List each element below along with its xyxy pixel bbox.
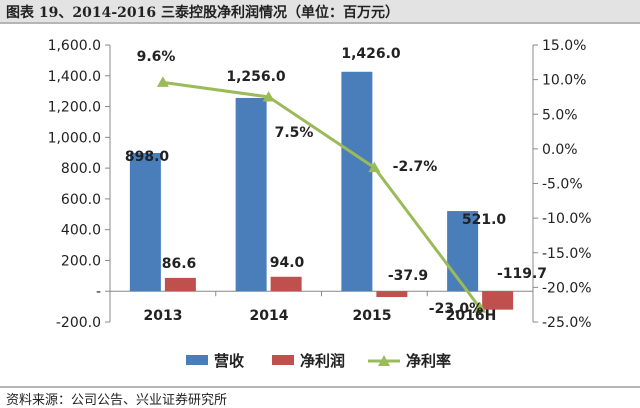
net-margin-marker [156, 76, 169, 87]
category-label: 2015 [353, 308, 392, 324]
net-margin-marker [262, 90, 275, 102]
chart-title: 图表 19、2014-2016 三泰控股净利润情况（单位：百万元） [6, 5, 399, 21]
left-tick-label: 600.0 [61, 192, 101, 208]
left-tick-label: 1,400.0 [48, 69, 101, 85]
category-label: 2016H [446, 308, 497, 324]
net-margin-data-label: 7.5% [275, 125, 314, 141]
title-bar: 图表 19、2014-2016 三泰控股净利润情况（单位：百万元） [0, 0, 640, 24]
revenue-data-label: 521.0 [462, 212, 507, 228]
right-tick-label: -20.0% [542, 280, 592, 296]
net-margin-marker [368, 161, 381, 173]
net-margin-data-label: -2.7% [393, 159, 438, 175]
net-profit-data-label: -119.7 [497, 266, 547, 282]
net-margin-data-label: -23.0% [429, 301, 483, 317]
revenue-data-label: 898.0 [125, 149, 170, 165]
net-profit-bar [270, 276, 302, 292]
legend-swatch [186, 355, 208, 365]
legend-marker [378, 355, 390, 366]
net-profit-bar [482, 291, 514, 310]
right-tick-label: 15.0% [542, 38, 586, 54]
left-tick-label: 400.0 [61, 223, 101, 239]
revenue-bar [235, 97, 267, 292]
left-tick-label: - [96, 284, 101, 300]
net-margin-marker [474, 302, 487, 313]
left-tick-label: 200.0 [61, 253, 101, 269]
legend-swatch [272, 355, 294, 365]
revenue-bar [129, 153, 161, 292]
legend-label: 净利率 [406, 352, 451, 370]
net-profit-data-label: -37.9 [388, 268, 428, 284]
combo-chart: -200.0-200.0400.0600.0800.01,000.01,200.… [48, 38, 592, 370]
net-margin-line [162, 80, 482, 310]
legend-label: 净利润 [300, 352, 345, 370]
right-tick-label: 0.0% [542, 142, 578, 158]
right-tick-label: -5.0% [542, 177, 583, 193]
net-profit-data-label: 94.0 [270, 255, 305, 271]
revenue-bar [341, 71, 373, 292]
category-label: 2013 [144, 308, 183, 324]
right-tick-label: -25.0% [542, 315, 592, 331]
legend-label: 营收 [214, 352, 244, 370]
source-note: 资料来源：公司公告、兴业证券研究所 [6, 393, 228, 408]
left-tick-label: 1,600.0 [48, 38, 101, 54]
left-tick-label: -200.0 [56, 315, 101, 331]
left-tick-label: 1,200.0 [48, 100, 101, 116]
left-tick-label: 800.0 [61, 161, 101, 177]
net-profit-bar [164, 277, 196, 292]
right-tick-label: 5.0% [542, 107, 578, 123]
revenue-bar [447, 211, 479, 292]
left-tick-label: 1,000.0 [48, 130, 101, 146]
net-margin-data-label: 9.6% [137, 49, 176, 65]
source-divider [0, 386, 640, 388]
right-tick-label: -15.0% [542, 246, 592, 262]
net-profit-bar [376, 291, 408, 298]
net-profit-data-label: 86.6 [162, 256, 197, 272]
category-label: 2014 [250, 308, 289, 324]
right-tick-label: -10.0% [542, 211, 592, 227]
revenue-data-label: 1,256.0 [226, 69, 286, 85]
right-tick-label: 10.0% [542, 73, 586, 89]
revenue-data-label: 1,426.0 [341, 46, 401, 62]
